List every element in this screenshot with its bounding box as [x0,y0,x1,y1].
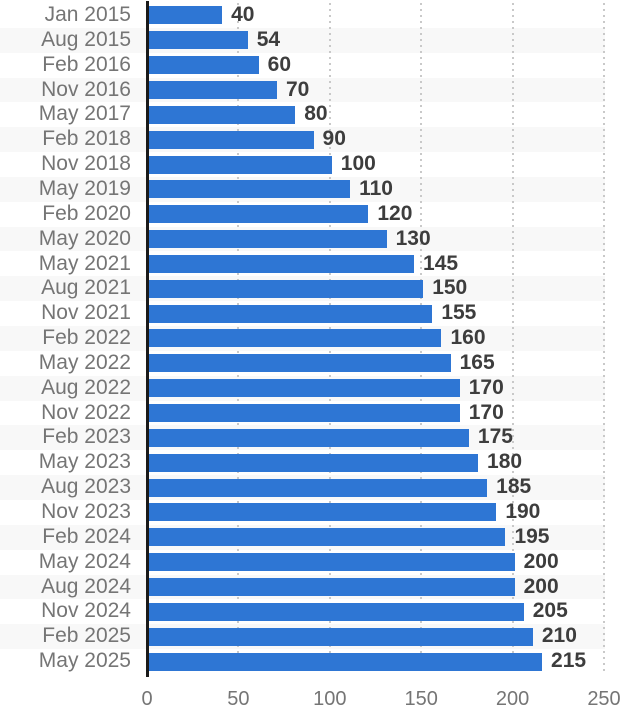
bar[interactable] [149,105,296,124]
value-label: 120 [377,201,413,225]
value-label: 80 [304,102,328,126]
bar[interactable] [149,602,524,621]
x-tick-label: 250 [587,688,621,710]
bar[interactable] [149,553,515,572]
value-label: 155 [441,301,477,325]
value-label: 190 [505,500,541,523]
bar[interactable] [149,503,497,522]
gridline [603,3,605,674]
x-tick-label: 50 [227,688,250,710]
category-label: May 2021 [38,251,131,275]
category-label: May 2020 [38,226,131,250]
bar[interactable] [149,354,451,373]
category-label: Aug 2022 [41,375,131,399]
plot-area: Jan 2015 40 Aug 2015 54 Feb 2016 60 Nov 2016 70… [0,1,605,677]
category-label: Nov 2021 [41,301,131,325]
category-label: Aug 2021 [41,276,131,300]
value-label: 200 [523,549,559,573]
value-label: 130 [395,226,431,250]
value-label: 145 [423,251,459,275]
value-label: 165 [459,350,495,374]
category-label: Feb 2022 [42,326,131,350]
category-label: Feb 2024 [42,524,131,548]
y-axis-line [146,1,149,677]
value-label: 70 [285,77,310,101]
category-label: Feb 2020 [42,201,131,225]
bar[interactable] [149,379,460,398]
category-label: Nov 2023 [41,500,131,523]
value-label: 40 [231,3,255,26]
bar[interactable] [149,304,433,323]
row-stripe [0,77,605,103]
bar[interactable] [149,31,248,50]
x-tick-label: 200 [495,688,530,710]
bar[interactable] [149,230,387,249]
bar[interactable] [149,627,533,646]
bar[interactable] [149,56,259,75]
category-label: May 2025 [38,649,131,673]
bar[interactable] [149,6,223,25]
x-tick-label: 150 [404,688,438,710]
value-label: 150 [432,276,468,300]
bar[interactable] [149,453,479,472]
x-tick-label: 100 [313,688,347,710]
value-label: 54 [256,27,281,51]
value-label: 200 [523,574,559,598]
category-label: Aug 2024 [41,574,131,598]
bar[interactable] [149,279,424,298]
bar[interactable] [149,577,515,596]
value-label: 110 [359,176,393,200]
category-label: Aug 2015 [41,27,131,51]
row-stripe [0,27,605,53]
bar[interactable] [149,528,506,547]
bar[interactable] [149,254,415,273]
value-label: 170 [468,375,504,399]
category-label: Feb 2018 [42,127,131,151]
value-label: 210 [541,624,577,648]
value-label: 205 [532,599,568,623]
value-label: 180 [487,450,523,474]
category-label: Feb 2023 [42,425,131,449]
value-label: 60 [267,52,292,76]
value-label: 185 [496,475,532,499]
value-label: 170 [468,400,504,424]
value-label: 175 [477,425,513,449]
bar[interactable] [149,130,314,149]
category-label: Nov 2022 [41,400,131,424]
value-label: 160 [450,326,486,350]
bar[interactable] [149,80,277,99]
bar[interactable] [149,404,460,423]
value-label: 100 [340,152,376,176]
category-label: Aug 2023 [41,475,131,499]
category-label: Nov 2024 [41,599,131,623]
category-label: May 2017 [38,102,131,126]
category-label: May 2024 [38,549,131,573]
bar[interactable] [149,205,369,224]
category-label: Nov 2016 [41,77,131,101]
category-label: Jan 2015 [44,3,131,26]
category-label: Feb 2016 [42,52,131,76]
category-label: May 2023 [38,450,131,474]
category-label: Nov 2018 [41,152,131,176]
category-label: May 2022 [38,350,131,374]
bar[interactable] [149,428,469,447]
bar[interactable] [149,155,332,174]
bar[interactable] [149,180,351,199]
x-tick-label: 0 [141,688,153,710]
gridline [511,3,514,674]
value-label: 195 [514,524,550,548]
value-label: 90 [322,127,346,151]
bar[interactable] [149,478,488,497]
value-label: 215 [551,649,587,673]
category-label: Feb 2025 [42,624,131,648]
category-label: May 2019 [38,176,131,200]
bar[interactable] [149,652,543,671]
bar[interactable] [149,329,442,348]
